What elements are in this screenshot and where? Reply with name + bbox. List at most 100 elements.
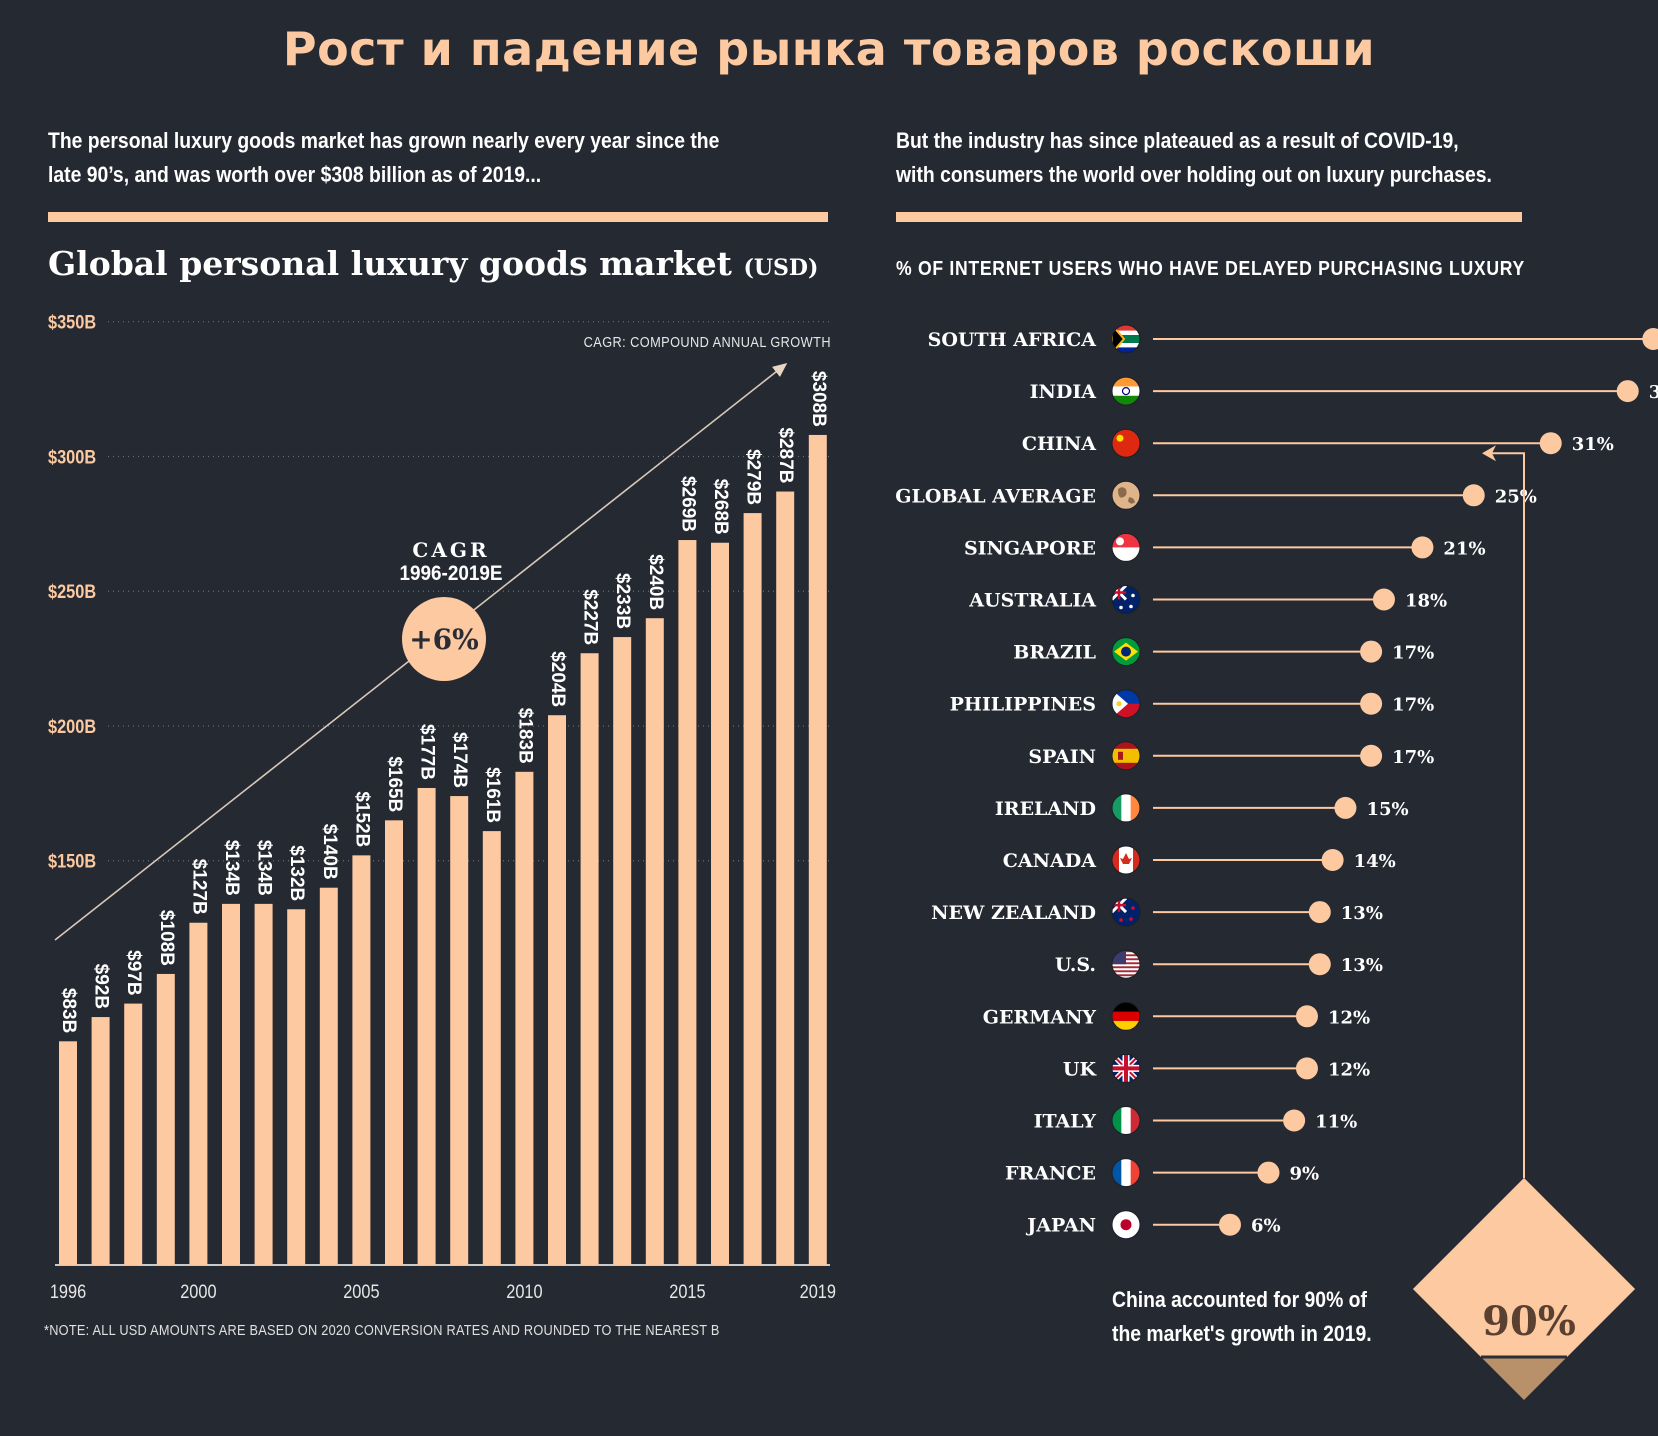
flag-stripe [1112, 1002, 1140, 1013]
flag-star [1129, 604, 1133, 609]
bar [580, 653, 599, 1265]
globe-icon [1111, 480, 1141, 510]
bar-chart-title-text: Global personal luxury goods market [48, 244, 732, 283]
flag-body [1112, 1106, 1140, 1135]
flag-outline [1111, 949, 1141, 979]
bar [189, 922, 208, 1265]
china-note-line-2: the market's growth in 2019. [1112, 1321, 1372, 1346]
lollipop-dot [1283, 1109, 1306, 1132]
flag-outline [1111, 585, 1141, 614]
country-label: UK [1063, 1058, 1098, 1080]
flag-stripe [1112, 846, 1120, 874]
divider-right [896, 212, 1522, 222]
lollipop-dot [1334, 796, 1357, 819]
country-label: CHINA [1022, 433, 1096, 455]
footnote: *NOTE: ALL USD AMOUNTS ARE BASED ON 2020… [44, 1322, 720, 1339]
bar-chart-title: Global personal luxury goods market (USD… [48, 244, 818, 283]
flag-stripe [1112, 972, 1140, 975]
lollipop-value-label: 31% [1572, 434, 1614, 455]
country-label: GERMANY [983, 1006, 1097, 1028]
globe-land [1118, 487, 1135, 504]
lollipop-value-label: 21% [1443, 538, 1485, 559]
flag-outline [1111, 428, 1141, 458]
lollipop-dot [1295, 1057, 1318, 1080]
flag-star [1116, 434, 1124, 442]
lollipop-dot [1642, 328, 1658, 350]
flag-star [1129, 917, 1133, 921]
country-label: PHILIPPINES [950, 694, 1096, 716]
flag-outline [1111, 480, 1141, 510]
flag-outline [1111, 532, 1141, 562]
bar-value-label: $269B [677, 476, 698, 532]
bar-value-label: $132B [286, 845, 307, 901]
flag-outline [1111, 741, 1141, 771]
flag-outline [1111, 637, 1141, 667]
country-label: AUSTRALIA [968, 590, 1096, 612]
japan-flag [1111, 1210, 1141, 1240]
flag-body [1112, 1002, 1140, 1031]
lollipop-value-label: 14% [1354, 851, 1396, 872]
flag-star [1119, 605, 1123, 610]
flag-leaf [1120, 853, 1132, 864]
lollipop-value-label: 13% [1341, 903, 1383, 924]
flag-body [1112, 741, 1140, 770]
lollipop-dot [1308, 901, 1331, 924]
china-note: China accounted for 90% of the market's … [1112, 1283, 1372, 1351]
bar [808, 434, 827, 1265]
flag-cross-red [1112, 1054, 1140, 1083]
flag-star [1131, 593, 1135, 598]
bar-value-label: $183B [514, 708, 535, 764]
flag-stripe [1112, 547, 1140, 562]
lollipop-dot [1360, 692, 1383, 715]
country-label: U.S. [1055, 954, 1096, 976]
bar [319, 887, 338, 1265]
flag-stripe [1112, 793, 1122, 822]
flag-stripe [1112, 748, 1140, 763]
lollipop-dot [1411, 536, 1434, 559]
bar-value-label: $92B [91, 964, 112, 1009]
brazil-flag [1111, 637, 1141, 667]
flag-body [1112, 429, 1140, 458]
lollipop-value-label: 6% [1251, 1216, 1281, 1237]
flag-stripe [1112, 377, 1140, 387]
lollipop-value-label: 17% [1392, 643, 1434, 664]
flag-outline [1111, 845, 1141, 875]
lollipop-dot [1616, 380, 1639, 403]
lollipop-dot [1462, 484, 1485, 507]
bar [156, 973, 175, 1265]
flag-outline [1111, 1053, 1141, 1083]
bar [254, 903, 273, 1265]
flag-body [1112, 1054, 1140, 1083]
new-zealand-flag [1111, 897, 1141, 927]
cagr-note: CAGR: COMPOUND ANNUAL GROWTH [583, 334, 831, 351]
flag-stripe [1112, 335, 1140, 343]
x-tick-label: 2000 [180, 1281, 216, 1302]
bar [515, 771, 534, 1265]
bar-value-label: $279B [743, 449, 764, 505]
flag-crest [1118, 751, 1123, 760]
flag-body [1112, 846, 1140, 874]
bar [385, 820, 403, 1265]
flag-globe [1121, 646, 1131, 657]
y-tick-label: $250B [48, 581, 96, 602]
bar [548, 715, 566, 1265]
bar-value-label: $161B [482, 767, 503, 823]
bar-value-label: $240B [645, 554, 666, 610]
china-share-value: 90% [1482, 1298, 1576, 1345]
flag-star [1131, 906, 1135, 910]
bar [124, 1003, 143, 1265]
flag-sun [1116, 701, 1122, 707]
bar-value-label: $108B [156, 910, 177, 966]
flag-stripe [1112, 966, 1140, 969]
country-label: IRELAND [995, 798, 1096, 820]
bar-value-label: $134B [221, 840, 242, 896]
flag-stripe [1112, 1106, 1122, 1135]
flag-stripe [1130, 1158, 1140, 1187]
share-diamond [1413, 1178, 1635, 1357]
flag-stripe [1112, 341, 1140, 348]
flag-outline [1111, 897, 1141, 927]
y-tick-label: $350B [48, 312, 96, 333]
flag-outline [1111, 1158, 1141, 1188]
cagr-label-period: 1996-2019E [399, 562, 503, 585]
